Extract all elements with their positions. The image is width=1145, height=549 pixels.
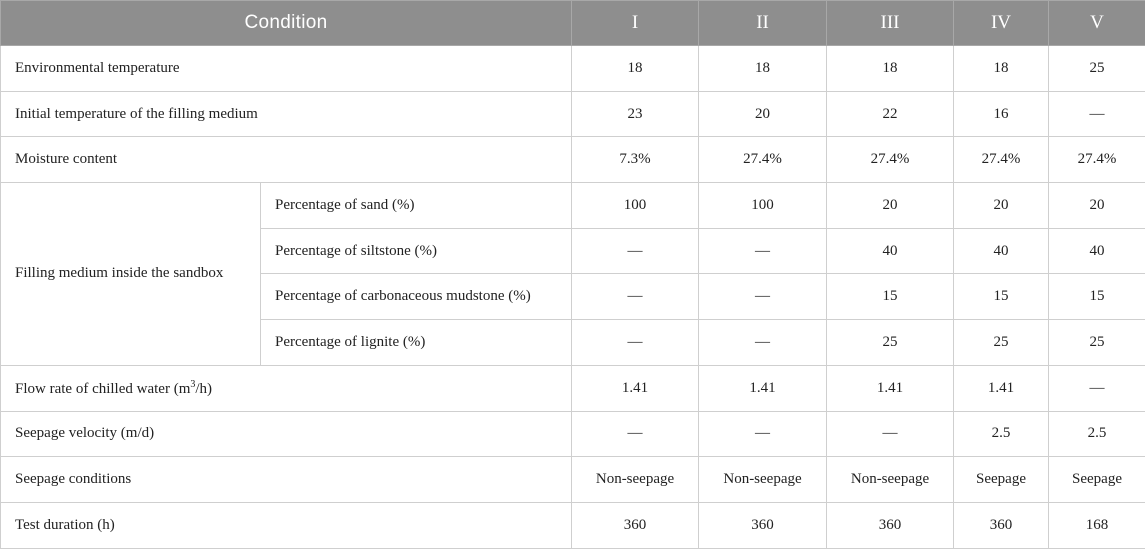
table-cell: 360 <box>572 502 699 548</box>
table-cell: 40 <box>954 228 1049 274</box>
sub-row-label: Percentage of sand (%) <box>261 183 572 229</box>
table-cell: Seepage <box>954 457 1049 503</box>
sub-row-label: Percentage of siltstone (%) <box>261 228 572 274</box>
table-cell: 360 <box>954 502 1049 548</box>
table-cell: 23 <box>572 91 699 137</box>
table-cell: 7.3% <box>572 137 699 183</box>
table-cell: — <box>572 228 699 274</box>
sub-row-label: Percentage of carbonaceous mudstone (%) <box>261 274 572 320</box>
table-row: Moisture content 7.3% 27.4% 27.4% 27.4% … <box>1 137 1145 183</box>
table-cell: 1.41 <box>827 365 954 411</box>
table-cell: — <box>827 411 954 457</box>
table-cell: 15 <box>827 274 954 320</box>
table-cell: 15 <box>954 274 1049 320</box>
table-cell: 27.4% <box>827 137 954 183</box>
table-cell: 25 <box>954 320 1049 366</box>
table-cell: 27.4% <box>954 137 1049 183</box>
table-cell: 360 <box>827 502 954 548</box>
table-cell: 22 <box>827 91 954 137</box>
table-cell: 20 <box>699 91 827 137</box>
table-cell: 18 <box>954 46 1049 92</box>
table-cell: 100 <box>572 183 699 229</box>
group-label: Filling medium inside the sandbox <box>1 183 261 366</box>
row-label: Environmental temperature <box>1 46 572 92</box>
table-cell: Non-seepage <box>572 457 699 503</box>
table-cell: — <box>699 411 827 457</box>
table-row: Filling medium inside the sandbox Percen… <box>1 183 1145 229</box>
table-cell: 40 <box>1049 228 1145 274</box>
table-cell: 18 <box>699 46 827 92</box>
table-cell: 18 <box>572 46 699 92</box>
header-col-5: V <box>1049 1 1145 46</box>
table-cell: 1.41 <box>699 365 827 411</box>
table-cell: — <box>1049 365 1145 411</box>
table-cell: 18 <box>827 46 954 92</box>
table-cell: 20 <box>1049 183 1145 229</box>
table-row: Seepage conditions Non-seepage Non-seepa… <box>1 457 1145 503</box>
row-label: Seepage conditions <box>1 457 572 503</box>
table-row: Flow rate of chilled water (m3/h) 1.41 1… <box>1 365 1145 411</box>
table-cell: 40 <box>827 228 954 274</box>
header-col-3: III <box>827 1 954 46</box>
header-col-4: IV <box>954 1 1049 46</box>
table-cell: 2.5 <box>1049 411 1145 457</box>
table-cell: 1.41 <box>572 365 699 411</box>
table-cell: — <box>572 320 699 366</box>
table-cell: 25 <box>1049 320 1145 366</box>
row-label-text: /h) <box>195 381 212 397</box>
table-cell: 168 <box>1049 502 1145 548</box>
sub-row-label: Percentage of lignite (%) <box>261 320 572 366</box>
table-cell: — <box>1049 91 1145 137</box>
table-cell: Seepage <box>1049 457 1145 503</box>
table-cell: Non-seepage <box>699 457 827 503</box>
row-label-text: Flow rate of chilled water (m <box>15 381 190 397</box>
table-cell: 25 <box>827 320 954 366</box>
table-cell: — <box>572 411 699 457</box>
table-cell: 27.4% <box>1049 137 1145 183</box>
table-row: Test duration (h) 360 360 360 360 168 <box>1 502 1145 548</box>
table-cell: 360 <box>699 502 827 548</box>
header-condition: Condition <box>1 1 572 46</box>
row-label: Flow rate of chilled water (m3/h) <box>1 365 572 411</box>
table-cell: 2.5 <box>954 411 1049 457</box>
table-cell: 25 <box>1049 46 1145 92</box>
table-cell: 15 <box>1049 274 1145 320</box>
table-cell: 20 <box>954 183 1049 229</box>
table-cell: 16 <box>954 91 1049 137</box>
header-row: Condition I II III IV V <box>1 1 1145 46</box>
table-cell: 20 <box>827 183 954 229</box>
table-cell: — <box>572 274 699 320</box>
table-row: Environmental temperature 18 18 18 18 25 <box>1 46 1145 92</box>
table-cell: 27.4% <box>699 137 827 183</box>
row-label: Seepage velocity (m/d) <box>1 411 572 457</box>
table-cell: Non-seepage <box>827 457 954 503</box>
header-col-1: I <box>572 1 699 46</box>
table-cell: 1.41 <box>954 365 1049 411</box>
table-cell: — <box>699 274 827 320</box>
table-row: Initial temperature of the filling mediu… <box>1 91 1145 137</box>
table-row: Seepage velocity (m/d) — — — 2.5 2.5 <box>1 411 1145 457</box>
row-label: Test duration (h) <box>1 502 572 548</box>
table-cell: — <box>699 320 827 366</box>
row-label: Initial temperature of the filling mediu… <box>1 91 572 137</box>
header-col-2: II <box>699 1 827 46</box>
row-label: Moisture content <box>1 137 572 183</box>
table-cell: — <box>699 228 827 274</box>
table-cell: 100 <box>699 183 827 229</box>
